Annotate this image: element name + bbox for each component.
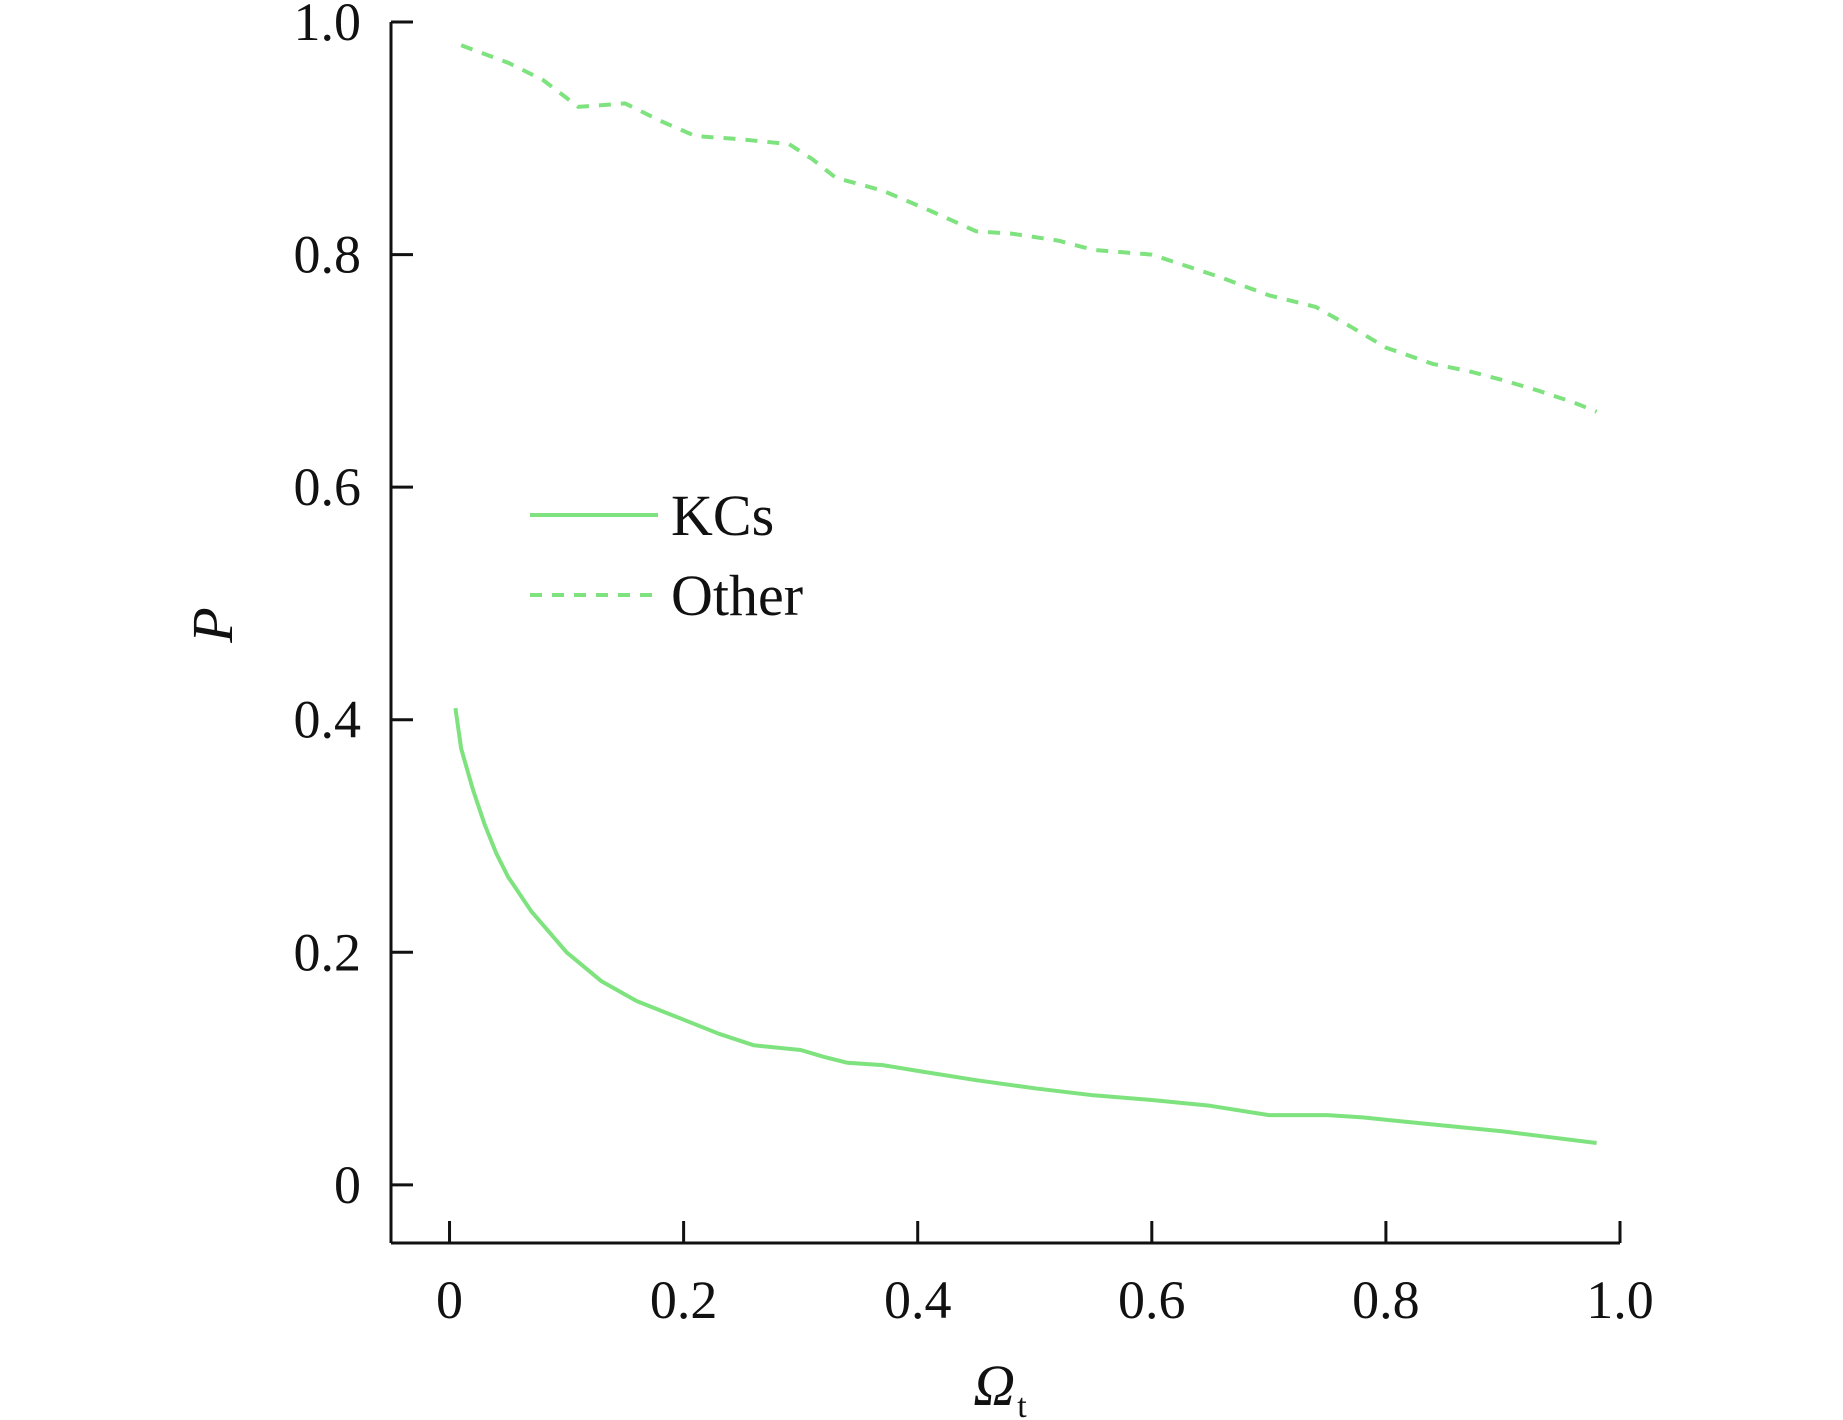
tick-marks [391,20,1622,1243]
x-tick-label: 0.2 [650,1270,718,1330]
y-tick-label: 1.0 [294,0,362,52]
x-tick-label: 1.0 [1586,1270,1654,1330]
x-tick-label: 0.6 [1118,1270,1186,1330]
y-axis-title: P [180,607,245,643]
legend-label-kcs: KCs [671,483,774,548]
y-tick-label: 0.6 [294,457,362,517]
x-axis-title-subscript: t [1017,1388,1027,1420]
y-tick-label: 0 [334,1155,361,1215]
legend: KCs Other [530,483,803,628]
x-axis-title: Ωt [973,1353,1027,1420]
series-lines [453,43,1598,1145]
x-tick-label: 0 [436,1270,463,1330]
legend-label-other: Other [671,563,803,628]
x-tick-label: 0.4 [884,1270,952,1330]
axes [389,22,1620,1245]
y-tick-label: 0.2 [294,922,362,982]
x-tick-label: 0.8 [1352,1270,1420,1330]
series-line-other [460,43,1598,414]
tick-labels: 0 0.2 0.4 0.6 0.8 1.0 0 0.2 0.4 0.6 0.8 1.0 [294,0,1654,1330]
y-tick-label: 0.4 [294,690,362,750]
x-axis-title-main: Ω [973,1353,1015,1418]
series-line-kcs [453,707,1597,1145]
y-tick-label: 0.8 [294,225,362,285]
